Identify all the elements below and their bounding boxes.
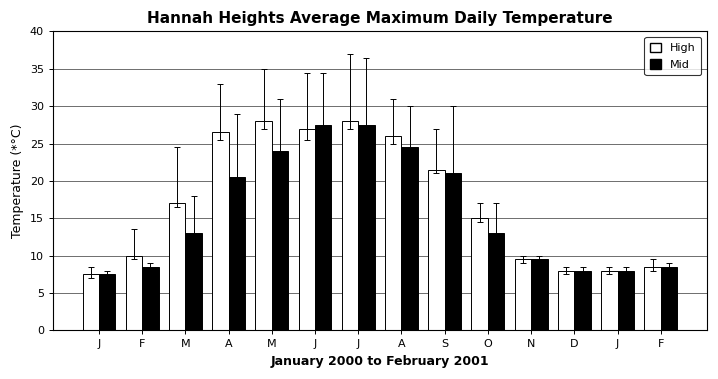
Bar	[342, 121, 358, 330]
Bar	[617, 271, 634, 330]
Bar	[126, 255, 142, 330]
Title: Hannah Heights Average Maximum Daily Temperature: Hannah Heights Average Maximum Daily Tem…	[147, 11, 612, 26]
Bar	[228, 177, 245, 330]
X-axis label: January 2000 to February 2001: January 2000 to February 2001	[271, 355, 489, 368]
Bar	[315, 125, 332, 330]
Bar	[256, 121, 272, 330]
Bar	[401, 147, 418, 330]
Bar	[515, 259, 531, 330]
Bar	[428, 170, 444, 330]
Bar	[185, 233, 202, 330]
Bar	[644, 267, 661, 330]
Bar	[601, 271, 617, 330]
Y-axis label: Temperature (*°C): Temperature (*°C)	[11, 124, 24, 238]
Bar	[472, 218, 488, 330]
Bar	[531, 259, 548, 330]
Bar	[83, 274, 99, 330]
Bar	[444, 174, 461, 330]
Bar	[661, 267, 677, 330]
Bar	[385, 136, 401, 330]
Bar	[272, 151, 288, 330]
Bar	[99, 274, 116, 330]
Bar	[169, 203, 185, 330]
Bar	[558, 271, 574, 330]
Bar	[358, 125, 375, 330]
Bar	[142, 267, 159, 330]
Bar	[299, 128, 315, 330]
Bar	[213, 132, 228, 330]
Legend: High, Mid: High, Mid	[645, 37, 701, 75]
Bar	[574, 271, 591, 330]
Bar	[488, 233, 504, 330]
